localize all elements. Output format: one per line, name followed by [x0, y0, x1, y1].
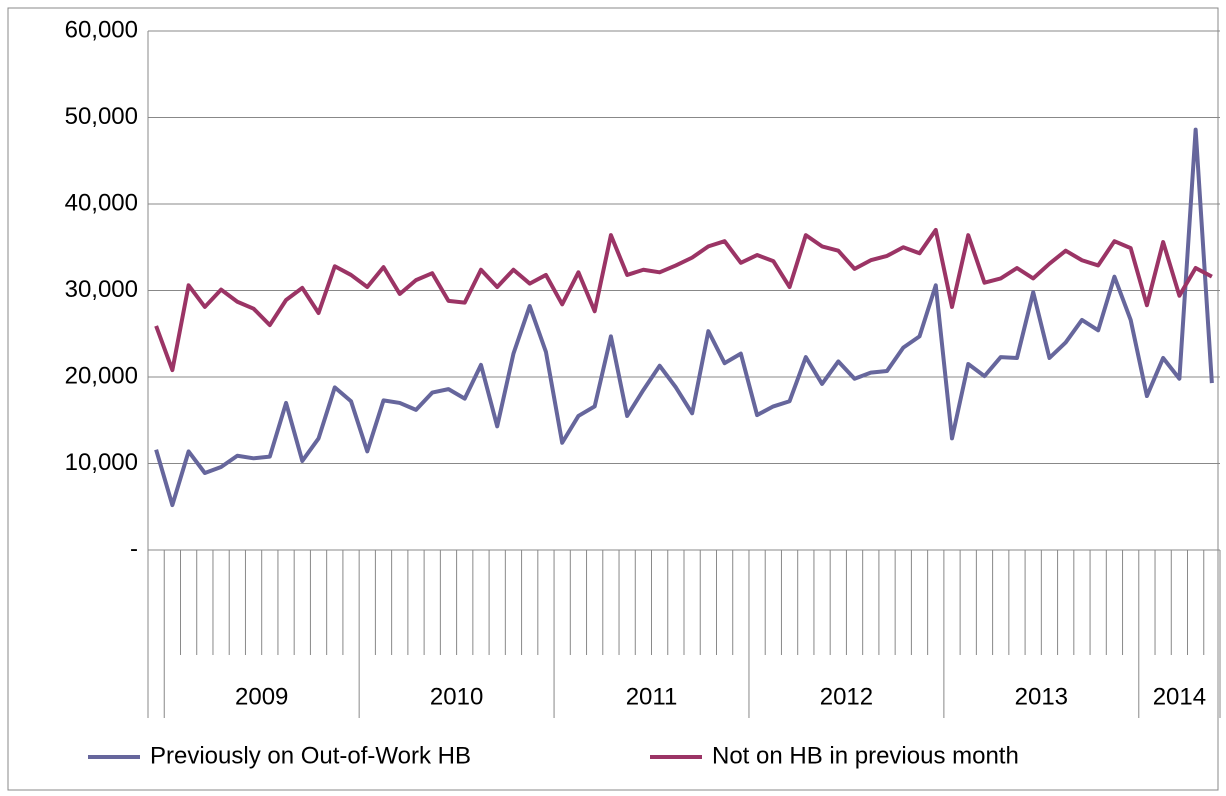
y-tick-label: -: [130, 535, 138, 562]
x-group-label: 2013: [1015, 683, 1068, 710]
y-tick-label: 20,000: [65, 362, 138, 389]
legend-label: Not on HB in previous month: [712, 742, 1019, 769]
x-group-label: 2014: [1153, 683, 1206, 710]
y-tick-label: 60,000: [65, 16, 138, 43]
x-group-label: 2012: [820, 683, 873, 710]
x-group-label: 2011: [626, 683, 678, 710]
line-series: [154, 127, 1214, 508]
y-tick-label: 50,000: [65, 103, 138, 130]
y-tick-label: 40,000: [65, 189, 138, 216]
y-tick-label: 10,000: [65, 449, 138, 476]
x-group-label: 2010: [430, 683, 483, 710]
x-group-label: 2009: [235, 683, 288, 710]
legend-label: Previously on Out-of-Work HB: [150, 742, 471, 769]
chart-frame: [7, 7, 1219, 791]
line-series: [154, 227, 1213, 373]
y-tick-label: 30,000: [65, 276, 138, 303]
